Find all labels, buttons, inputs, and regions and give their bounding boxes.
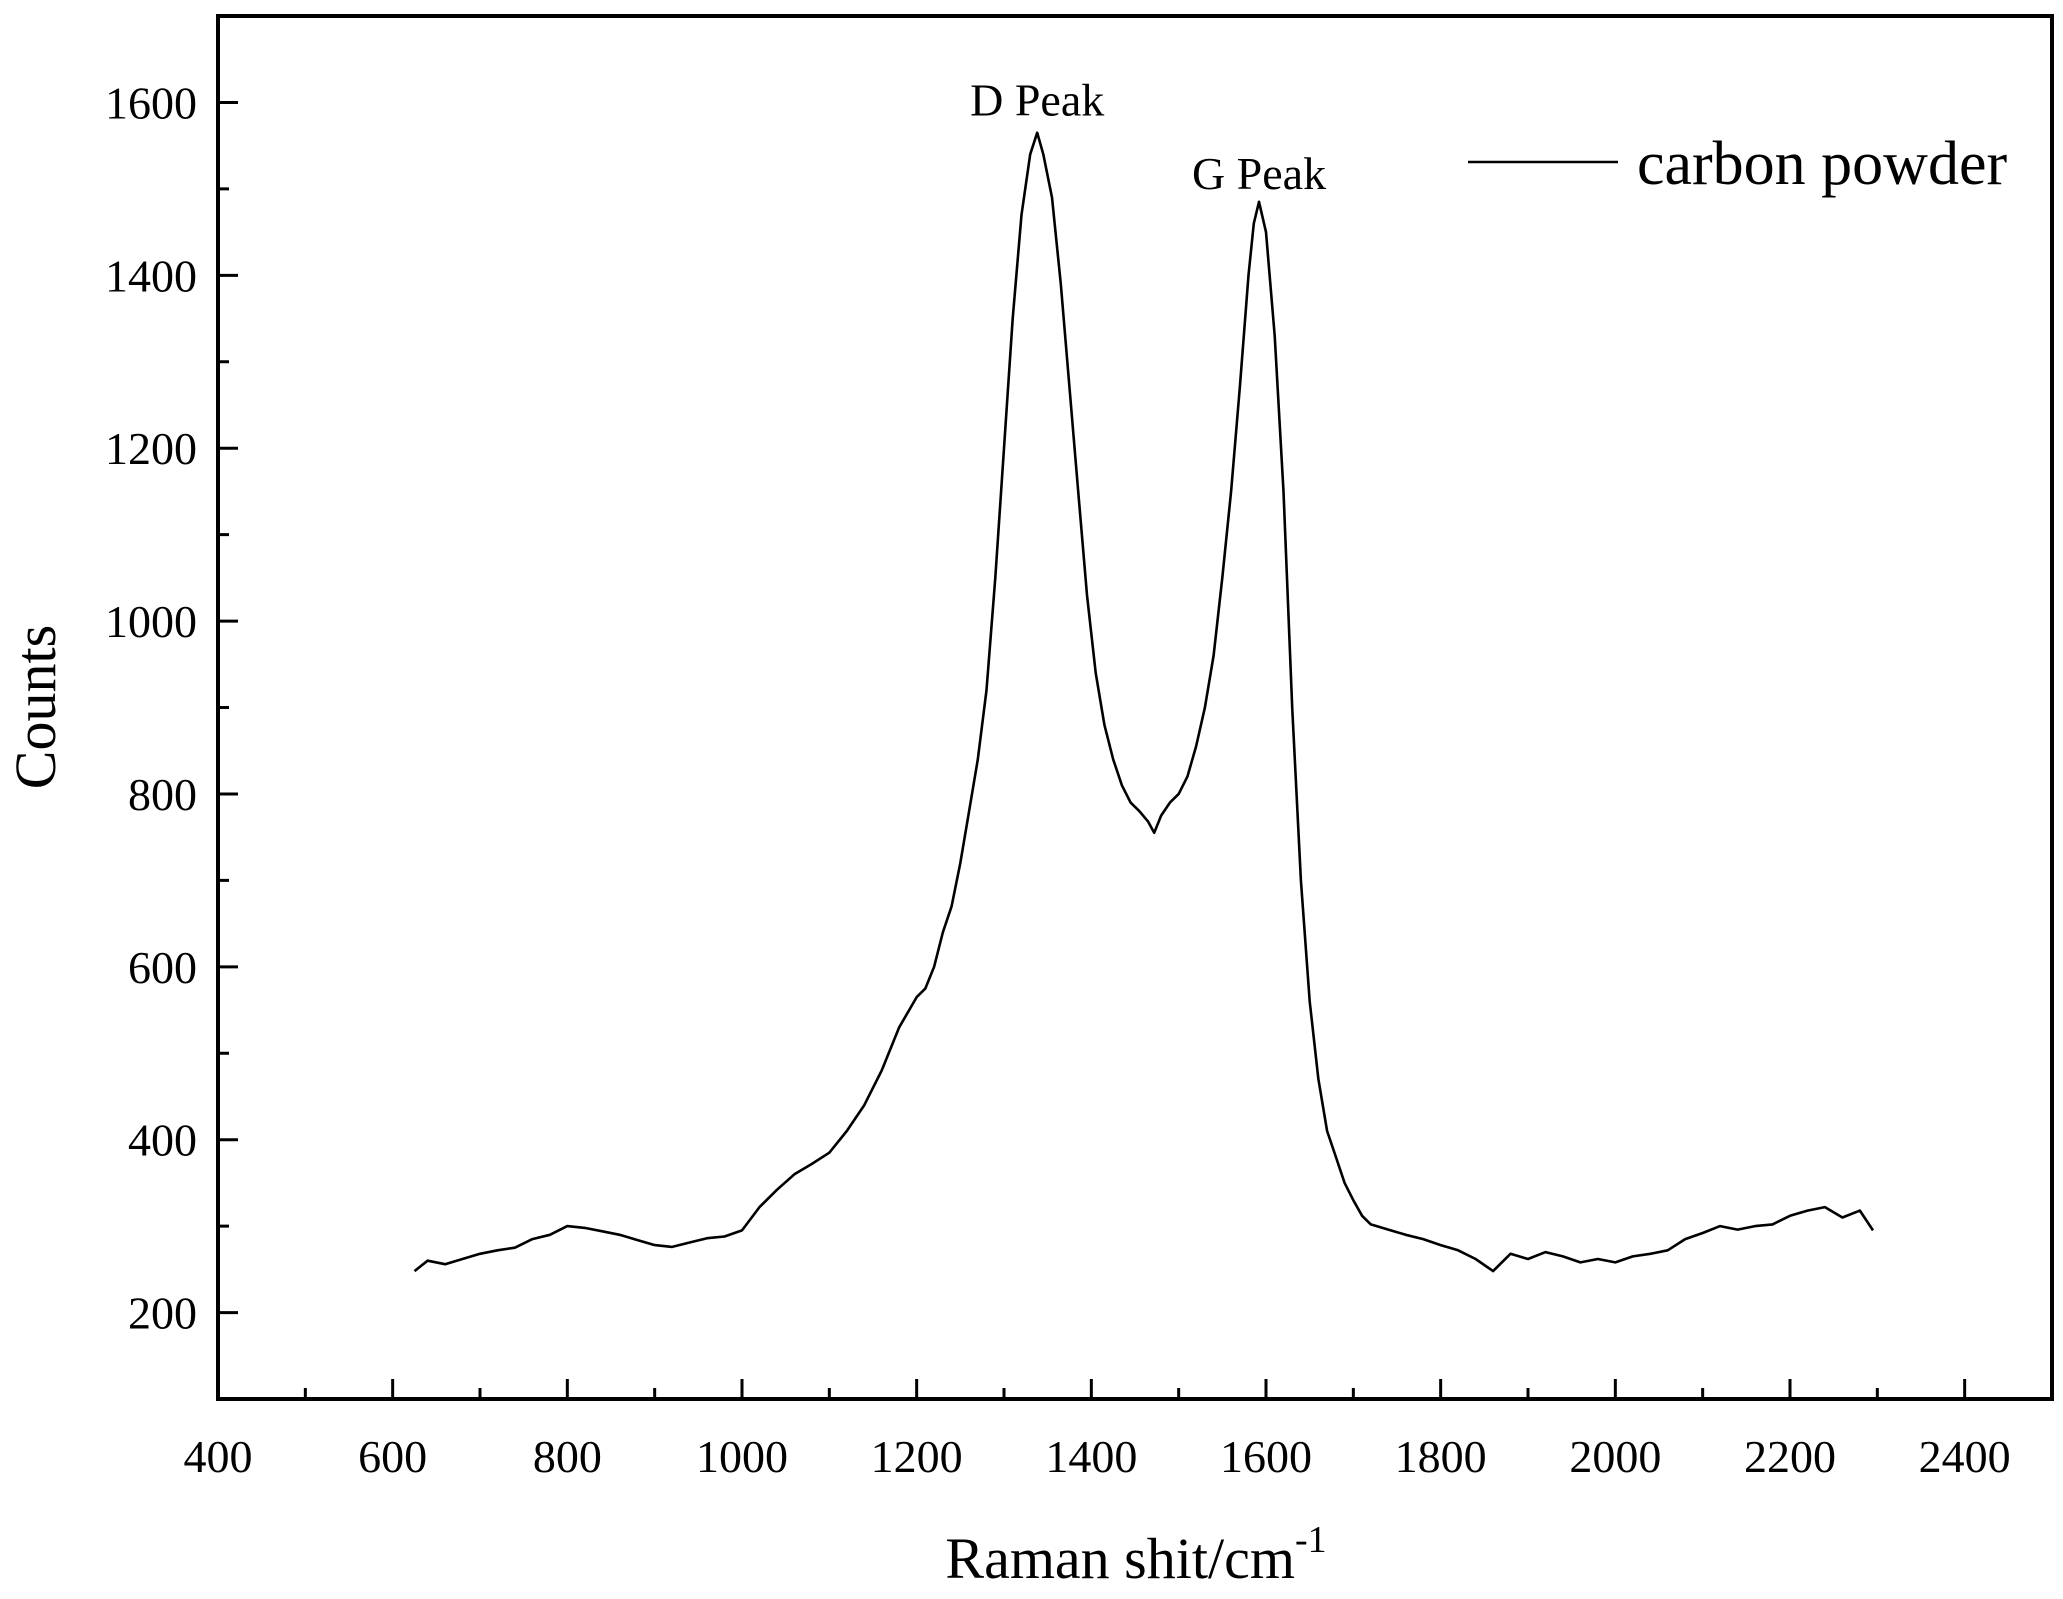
y-tick-label: 1600	[105, 77, 197, 128]
x-tick-label: 1800	[1395, 1431, 1487, 1482]
x-tick-label: 800	[533, 1431, 602, 1482]
x-tick-label: 2000	[1569, 1431, 1661, 1482]
x-tick-label: 1400	[1045, 1431, 1137, 1482]
y-tick-label: 400	[128, 1115, 197, 1166]
x-tick-label: 1000	[696, 1431, 788, 1482]
plot-frame	[216, 14, 2054, 1401]
legend: carbon powder	[1468, 130, 2007, 198]
x-tick-labels: 400 600 800 1000 1200 1400 1600 1800 2000 2200 240…	[184, 1431, 2011, 1482]
y-tick-label: 1000	[105, 596, 197, 647]
x-axis-title-superscript: -1	[1295, 1519, 1327, 1561]
y-tick-label: 200	[128, 1288, 197, 1339]
x-tick-label: 2200	[1744, 1431, 1836, 1482]
peak-annotations: D Peak G Peak	[970, 74, 1326, 198]
peak-annotation: D Peak	[970, 74, 1104, 125]
y-tick-label: 1200	[105, 423, 197, 474]
x-tick-label: 1600	[1220, 1431, 1312, 1482]
legend-label: carbon powder	[1637, 130, 2007, 198]
y-tick-labels: 200 400 600 800 1000 1200 1400 1600	[105, 77, 197, 1338]
x-axis-title-text: Raman shit/cm	[945, 1526, 1295, 1591]
tick-marks	[216, 100, 1967, 1399]
y-tick-label: 1400	[105, 250, 197, 301]
x-tick-label: 1200	[871, 1431, 963, 1482]
y-axis-title: Counts	[3, 625, 68, 789]
x-tick-label: 2400	[1919, 1431, 2011, 1482]
x-axis-title: Raman shit/cm-1	[945, 1519, 1326, 1591]
x-tick-label: 400	[184, 1431, 253, 1482]
x-tick-label: 600	[358, 1431, 427, 1482]
series-line-carbon-powder	[413, 131, 1875, 1273]
y-tick-label: 600	[128, 942, 197, 993]
y-tick-label: 800	[128, 769, 197, 820]
peak-annotation: G Peak	[1192, 148, 1326, 199]
